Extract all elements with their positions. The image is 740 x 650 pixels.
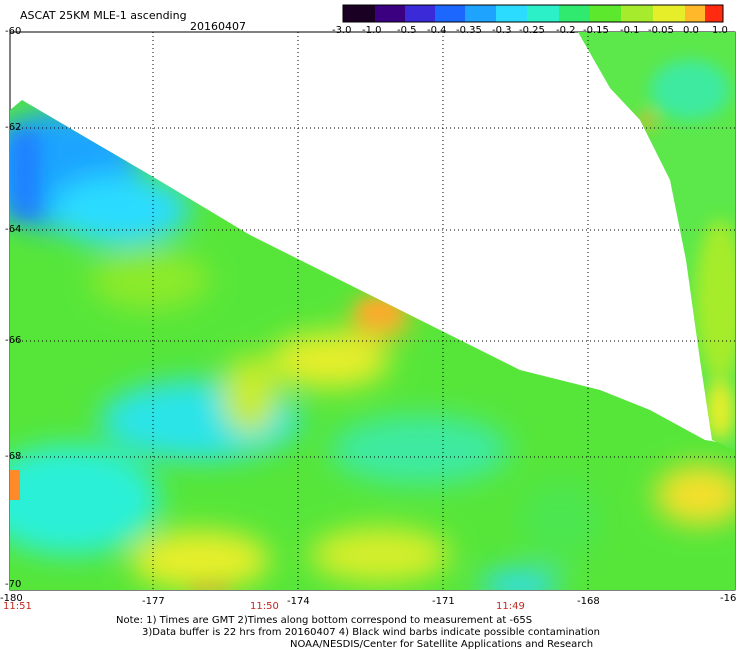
time-label: 11:50 — [250, 601, 279, 612]
note-line-3: NOAA/NESDIS/Center for Satellite Applica… — [290, 639, 594, 650]
colorbar-label: -1.0 — [362, 25, 382, 36]
colorbar-label: -0.4 — [427, 25, 447, 36]
chart-title: ASCAT 25KM MLE-1 ascending — [20, 9, 187, 22]
x-edge-label-right: -16 — [720, 593, 737, 604]
colorbar-label: -0.5 — [397, 25, 417, 36]
time-label: 11:51 — [3, 601, 32, 612]
colorbar-swatch — [590, 5, 621, 22]
colorbar-swatch — [621, 5, 653, 22]
colorbar-label: 0.0 — [683, 25, 699, 36]
chart-date: 20160407 — [190, 20, 246, 33]
x-tick-label: -168 — [577, 596, 600, 607]
y-edge-label-bottom: -70 — [5, 579, 22, 590]
colorbar-label: -0.2 — [556, 25, 576, 36]
colorbar-swatch — [705, 5, 723, 22]
grid — [10, 32, 735, 590]
colorbar-label: -0.1 — [620, 25, 640, 36]
colorbar-swatch — [685, 5, 705, 22]
note-line-2: 3)Data buffer is 22 hrs from 20160407 4)… — [142, 627, 600, 638]
colorbar-label: 1.0 — [712, 25, 728, 36]
x-tick-label: -177 — [142, 596, 165, 607]
colorbar-label: -0.35 — [456, 25, 482, 36]
y-edge-label-top: -60 — [5, 26, 22, 37]
colorbar-swatch — [527, 5, 559, 22]
colorbar-label: -0.05 — [648, 25, 674, 36]
x-edge-label-left: -180 — [0, 593, 23, 604]
x-tick-label: -171 — [432, 596, 455, 607]
x-tick-label: -174 — [287, 596, 310, 607]
colorbar-label: -3.0 — [332, 25, 352, 36]
colorbar-swatch — [375, 5, 405, 22]
colorbar — [342, 4, 724, 23]
y-tick-label: -62 — [5, 122, 22, 133]
y-tick-label: -64 — [5, 224, 22, 235]
colorbar-label: -0.25 — [519, 25, 545, 36]
colorbar-label: -0.15 — [583, 25, 609, 36]
colorbar-label: -0.3 — [492, 25, 512, 36]
colorbar-swatch — [496, 5, 527, 22]
time-label: 11:49 — [496, 601, 525, 612]
note-line-1: Note: 1) Times are GMT 2)Times along bot… — [116, 615, 533, 626]
colorbar-swatch — [405, 5, 435, 22]
y-tick-label: -66 — [5, 335, 22, 346]
colorbar-swatch — [559, 5, 590, 22]
colorbar-swatch — [653, 5, 685, 22]
colorbar-swatch — [435, 5, 465, 22]
colorbar-swatch — [465, 5, 496, 22]
y-tick-label: -68 — [5, 451, 22, 462]
edge-hotspot — [10, 470, 20, 500]
colorbar-swatch — [343, 5, 375, 22]
